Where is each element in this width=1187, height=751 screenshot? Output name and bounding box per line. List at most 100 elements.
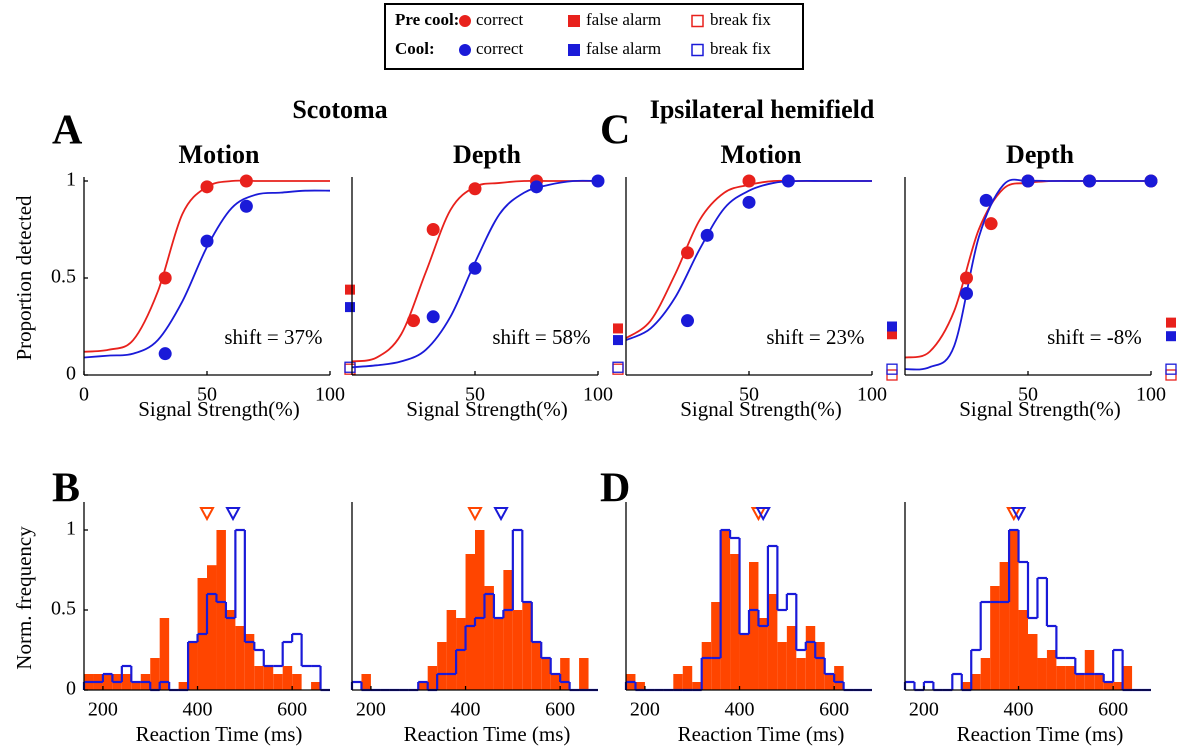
hist-bar	[673, 674, 683, 690]
y-axis-label: Proportion detected	[12, 195, 36, 361]
x-tick-label: 600	[277, 699, 307, 721]
data-point	[200, 234, 214, 248]
data-point	[1021, 174, 1035, 188]
panel-title: Depth	[453, 140, 521, 169]
break-fix	[612, 361, 624, 373]
hist-bar	[1018, 610, 1028, 690]
legend-symbol	[691, 14, 704, 28]
panel-letter: A	[52, 108, 83, 154]
hist-bar	[1103, 682, 1114, 690]
data-point	[681, 314, 694, 328]
hist-bar	[739, 634, 749, 690]
hist-bar	[456, 618, 466, 690]
data-point	[960, 271, 973, 285]
x-axis-label: Reaction Time (ms)	[136, 722, 303, 746]
hist-bar	[720, 530, 731, 690]
hist-bar	[1084, 650, 1095, 690]
hist-bar	[427, 666, 438, 690]
legend-box	[384, 3, 804, 70]
y-tick-label: 0	[66, 678, 76, 700]
panel-title: Motion	[721, 140, 802, 169]
hist-bar	[531, 642, 542, 690]
hist-bar	[711, 602, 721, 690]
hist-bar	[1056, 666, 1066, 690]
break-fix	[1165, 363, 1177, 375]
legend-label: Pre cool:	[395, 10, 459, 29]
hist-bar	[730, 554, 740, 690]
section-header: Scotoma	[292, 95, 387, 124]
panel-letter: B	[52, 466, 80, 512]
y-tick-label: 1	[66, 169, 76, 191]
median-marker	[199, 507, 215, 522]
x-tick-label: 400	[1004, 699, 1034, 721]
hist-bar	[121, 674, 132, 690]
legend-symbol	[459, 44, 471, 56]
hist-bar	[159, 618, 170, 690]
data-point	[1144, 174, 1158, 188]
hist-bar	[1094, 674, 1104, 690]
data-point	[979, 193, 993, 207]
hist-bar	[758, 618, 768, 690]
legend-label: Cool:	[395, 39, 435, 58]
false-alarm	[1166, 331, 1176, 342]
legend-symbol	[459, 15, 471, 27]
hist-bar	[512, 610, 523, 690]
hist-bar	[493, 618, 504, 690]
fit-curve	[625, 179, 872, 341]
hist-bar	[178, 682, 189, 690]
data-point	[468, 182, 482, 196]
false-alarm	[1166, 317, 1176, 328]
y-tick-label: 0.5	[51, 598, 76, 620]
hist-bar	[216, 530, 226, 690]
x-axis-label: Signal Strength(%)	[959, 397, 1121, 421]
hist-bar	[465, 554, 475, 690]
x-tick-label: 100	[583, 384, 613, 406]
hist-bar	[475, 530, 485, 690]
x-tick-label: 0	[79, 384, 89, 406]
hist-bar	[786, 626, 797, 690]
x-tick-label: 400	[725, 699, 755, 721]
x-axis-label: Signal Strength(%)	[138, 397, 300, 421]
hist-bar	[796, 658, 806, 690]
annotation: shift = -8%	[1047, 325, 1142, 349]
hist-bar	[1065, 666, 1076, 690]
hist-bar	[767, 594, 778, 690]
data-point	[960, 287, 973, 301]
break-fix	[886, 369, 898, 381]
hist-bar	[503, 570, 513, 690]
hist-bar	[980, 658, 991, 690]
annotation: shift = 37%	[224, 325, 322, 349]
panel-letter: C	[600, 108, 630, 154]
y-tick-label: 0.5	[51, 266, 76, 288]
x-tick-label: 50	[739, 384, 759, 406]
data-point	[407, 314, 420, 328]
x-tick-label: 100	[315, 384, 345, 406]
x-tick-label: 600	[1098, 699, 1128, 721]
hist-bar	[990, 586, 1000, 690]
hist-bar	[292, 674, 302, 690]
legend-entry: false alarm	[586, 10, 661, 29]
hist-bar	[225, 610, 236, 690]
data-point	[742, 174, 756, 188]
legend-symbol	[691, 43, 704, 57]
data-point	[681, 246, 694, 260]
legend-entry: false alarm	[586, 39, 661, 58]
hist-bar	[682, 666, 693, 690]
false-alarm	[887, 329, 897, 340]
y-tick-label: 1	[66, 518, 76, 540]
x-tick-label: 400	[183, 699, 213, 721]
hist-bar	[244, 634, 255, 690]
annotation: shift = 23%	[766, 325, 864, 349]
hist-bar	[131, 682, 141, 690]
median-marker	[225, 507, 241, 522]
panel-title: Depth	[1006, 140, 1074, 169]
x-tick-label: 50	[465, 384, 485, 406]
false-alarm	[613, 323, 623, 334]
hist-bar	[961, 682, 972, 690]
hist-bar	[692, 682, 702, 690]
data-point	[426, 310, 440, 324]
hist-bar	[1037, 658, 1047, 690]
hist-bar	[579, 658, 589, 690]
hist-bar	[437, 642, 447, 690]
